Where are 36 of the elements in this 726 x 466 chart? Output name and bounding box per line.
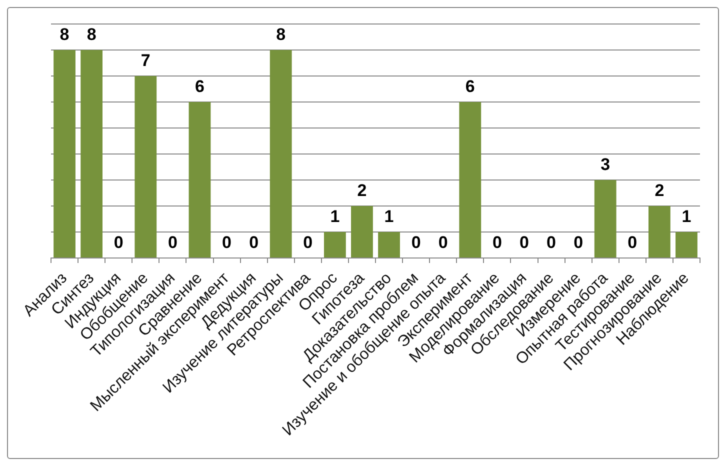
data-label: 8	[86, 25, 96, 44]
data-label: 0	[411, 233, 421, 252]
data-label: 0	[546, 233, 556, 252]
data-label: 0	[249, 233, 259, 252]
data-label: 7	[140, 51, 150, 70]
bar	[324, 232, 346, 258]
data-label: 0	[492, 233, 502, 252]
data-label: 6	[465, 77, 475, 96]
data-label: 0	[438, 233, 448, 252]
data-label: 0	[114, 233, 124, 252]
data-label: 2	[357, 181, 367, 200]
data-label: 0	[303, 233, 313, 252]
data-label: 1	[682, 207, 692, 226]
bar	[80, 50, 103, 258]
bar	[351, 206, 373, 258]
bar	[676, 232, 698, 258]
bar	[188, 102, 211, 258]
data-label: 0	[574, 233, 584, 252]
data-label: 1	[384, 207, 394, 226]
bar	[270, 50, 292, 258]
bar	[648, 206, 670, 258]
bar	[134, 76, 157, 258]
data-label: 8	[60, 25, 70, 44]
data-label: 0	[222, 233, 232, 252]
bar	[54, 50, 76, 258]
data-label: 0	[168, 233, 178, 252]
data-label: 6	[194, 77, 204, 96]
data-label: 2	[654, 181, 664, 200]
data-label: 8	[276, 25, 286, 44]
bar	[378, 232, 400, 258]
bar	[459, 102, 482, 258]
data-label: 0	[519, 233, 529, 252]
data-label: 3	[600, 155, 610, 174]
data-label: 0	[628, 233, 638, 252]
data-label: 1	[330, 207, 340, 226]
bar	[594, 180, 616, 258]
